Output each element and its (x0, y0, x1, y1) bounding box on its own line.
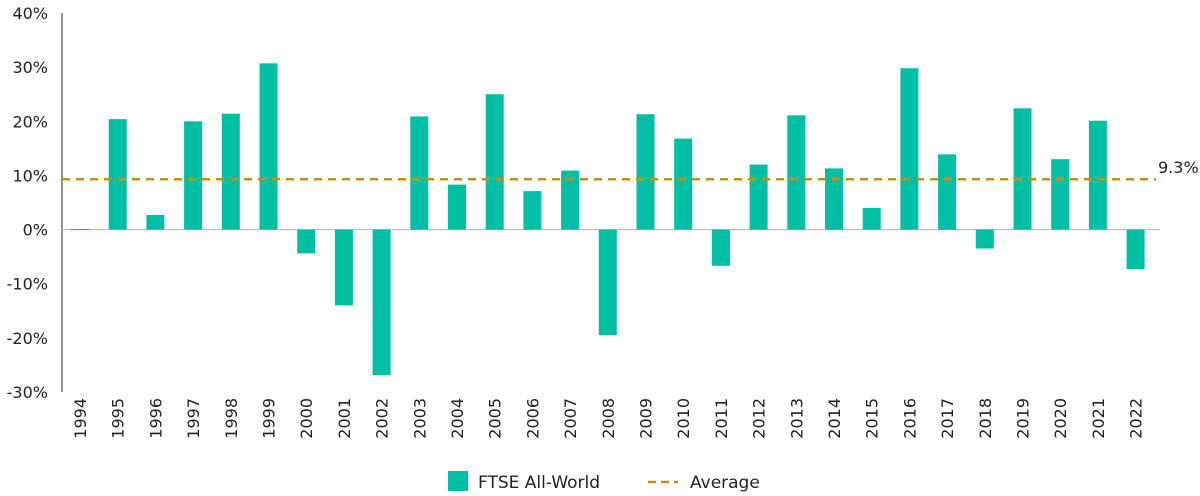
x-tick-label-2006: 2006 (523, 398, 542, 439)
x-tick-label-1994: 1994 (71, 398, 90, 439)
x-tick-label-2017: 2017 (938, 398, 957, 439)
x-tick-label-2014: 2014 (825, 398, 844, 439)
x-tick-label-2004: 2004 (448, 398, 467, 439)
bar-2001 (334, 229, 353, 306)
x-tick-label-1995: 1995 (109, 398, 128, 439)
x-tick-label-1997: 1997 (184, 398, 203, 439)
bar-2016 (900, 68, 919, 230)
x-tick-label-2021: 2021 (1089, 398, 1108, 439)
bar-2014 (825, 168, 843, 230)
x-tick-label-2015: 2015 (863, 398, 882, 439)
x-tick-label-2010: 2010 (674, 398, 693, 439)
x-tick-label-2011: 2011 (712, 398, 731, 439)
bar-2011 (711, 229, 730, 266)
bar-2004 (448, 184, 466, 230)
y-tick-label: 40% (12, 4, 48, 23)
bar-2005 (485, 94, 504, 230)
bar-1995 (108, 119, 127, 230)
y-tick-label: -30% (7, 383, 48, 402)
bar-2007 (561, 170, 580, 230)
legend-label-ftse-all-world: FTSE All-World (478, 473, 600, 493)
bar-1994 (71, 229, 89, 231)
y-tick-label: 0% (23, 221, 48, 240)
x-tick-label-2022: 2022 (1127, 398, 1146, 439)
x-tick-label-2002: 2002 (373, 398, 392, 439)
legend-swatch-ftse-all-world (448, 471, 468, 491)
bar-2009 (636, 114, 655, 230)
y-axis-labels: 40% 30% 20% 10% 0% -10% -20% -30% (7, 4, 48, 402)
legend: FTSE All-World Average (448, 471, 760, 493)
x-tick-label-2005: 2005 (486, 398, 505, 439)
x-axis-labels: 1994 1995 1996 1997 1998 1999 2000 2001 2002 2003… (71, 398, 1146, 439)
bar-2018 (975, 229, 994, 249)
x-tick-label-2008: 2008 (599, 398, 618, 439)
x-tick-label-2020: 2020 (1051, 398, 1070, 439)
x-tick-label-2016: 2016 (900, 398, 919, 439)
y-tick-label: 30% (12, 58, 48, 77)
x-tick-label-2012: 2012 (750, 398, 769, 439)
bar-2003 (410, 116, 429, 230)
bars (71, 63, 1145, 376)
bar-2008 (598, 229, 617, 336)
bar-1996 (146, 214, 165, 230)
x-tick-label-2019: 2019 (1014, 398, 1033, 439)
bar-2002 (372, 229, 391, 376)
bar-1998 (221, 113, 240, 230)
bar-2010 (674, 138, 693, 230)
y-tick-label: -20% (7, 329, 48, 348)
x-tick-label-1999: 1999 (260, 398, 279, 439)
bar-1999 (259, 63, 278, 230)
bar-2017 (938, 154, 957, 230)
x-tick-label-2001: 2001 (335, 398, 354, 439)
bar-2022 (1126, 229, 1145, 270)
bar-2013 (787, 115, 806, 230)
x-tick-label-2018: 2018 (976, 398, 995, 439)
x-tick-label-2009: 2009 (637, 398, 656, 439)
bar-2012 (749, 164, 768, 230)
x-tick-label-1998: 1998 (222, 398, 241, 439)
bar-2000 (297, 229, 316, 254)
bar-2020 (1051, 159, 1070, 230)
y-tick-label: 10% (12, 166, 48, 185)
x-tick-label-2013: 2013 (787, 398, 806, 439)
bar-2015 (862, 207, 881, 230)
x-tick-label-2007: 2007 (561, 398, 580, 439)
legend-label-average: Average (690, 473, 760, 493)
average-value-label: 9.3% (1158, 158, 1199, 177)
y-tick-label: -10% (7, 275, 48, 294)
x-tick-label-2003: 2003 (410, 398, 429, 439)
x-tick-label-2000: 2000 (297, 398, 316, 439)
y-tick-label: 20% (12, 112, 48, 131)
bar-2021 (1088, 120, 1107, 230)
bar-1997 (184, 121, 203, 230)
bar-2006 (523, 191, 542, 230)
bar-2019 (1013, 108, 1032, 230)
x-tick-label-1996: 1996 (146, 398, 165, 439)
